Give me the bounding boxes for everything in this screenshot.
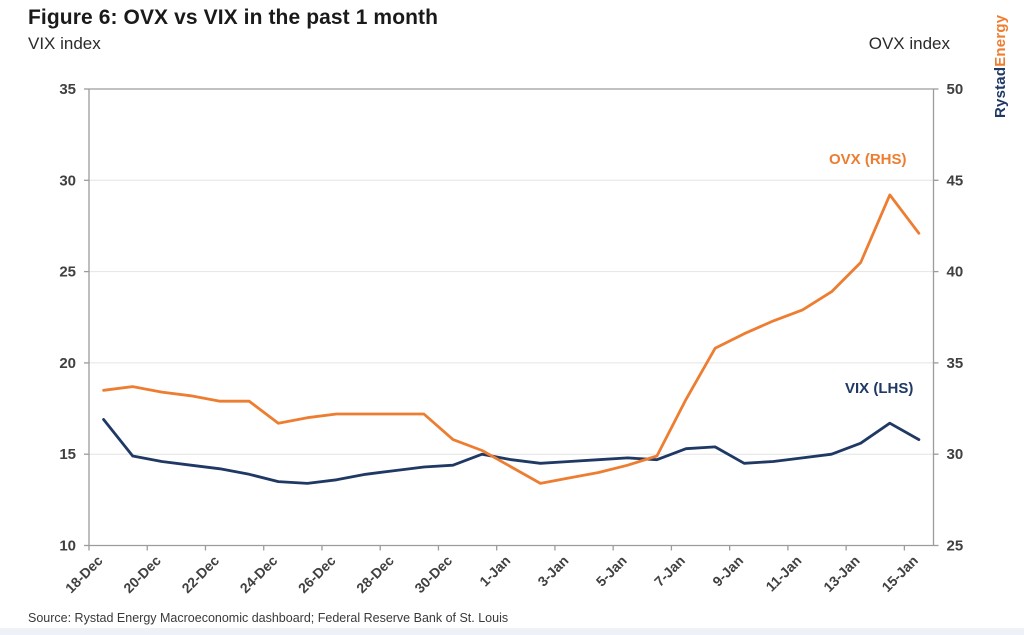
source-note: Source: Rystad Energy Macroeconomic dash…: [28, 611, 509, 625]
x-axis-label: 9-Jan: [709, 552, 746, 589]
x-axis-label: 26-Dec: [295, 552, 339, 596]
x-axis-label: 11-Jan: [762, 552, 804, 594]
y-axis-left-label: 20: [59, 355, 76, 372]
y-axis-left-label: 30: [59, 172, 76, 189]
x-axis-label: 20-Dec: [120, 552, 164, 596]
bottom-strip: [0, 628, 1024, 635]
y-axis-left-label: 25: [59, 264, 76, 281]
legend-ovx: OVX (RHS): [829, 151, 907, 168]
y-axis-right-label: 50: [947, 81, 964, 98]
y-axis-left-label: 15: [59, 446, 76, 463]
x-axis-label: 18-Dec: [62, 552, 106, 596]
x-axis-label: 28-Dec: [353, 552, 397, 596]
y-axis-left-label: 10: [59, 538, 76, 555]
y-axis-right-label: 35: [947, 355, 964, 372]
x-axis-label: 5-Jan: [593, 552, 630, 589]
right-axis-title: OVX index: [868, 34, 950, 53]
x-axis-label: 15-Jan: [878, 552, 921, 595]
y-axis-right-label: 30: [947, 446, 964, 463]
ovx-line: [102, 193, 921, 485]
axes: [84, 88, 939, 551]
chart-plot: 10 15 20 25 30 35 25 30 35 40 45 50 18-Dec 20-Dec 22-D…: [59, 81, 964, 596]
x-axis-label: 3-Jan: [534, 552, 571, 589]
y-axis-right-label: 40: [947, 264, 964, 281]
y-axis-left-label: 35: [59, 81, 76, 98]
chart-title: Figure 6: OVX vs VIX in the past 1 month: [28, 6, 439, 29]
y-axis-right-label: 25: [947, 538, 964, 555]
x-axis-label: 22-Dec: [178, 552, 222, 596]
left-axis-title: VIX index: [28, 34, 101, 53]
x-axis-label: 7-Jan: [651, 552, 688, 589]
x-axis-label: 13-Jan: [820, 552, 863, 595]
y-axis-right-label: 45: [947, 172, 964, 189]
vix-line: [102, 418, 921, 485]
x-axis-label: 24-Dec: [237, 552, 281, 596]
x-axis-label: 30-Dec: [411, 552, 455, 596]
legend-vix: VIX (LHS): [845, 380, 914, 397]
x-axis-label: 1-Jan: [476, 552, 513, 589]
